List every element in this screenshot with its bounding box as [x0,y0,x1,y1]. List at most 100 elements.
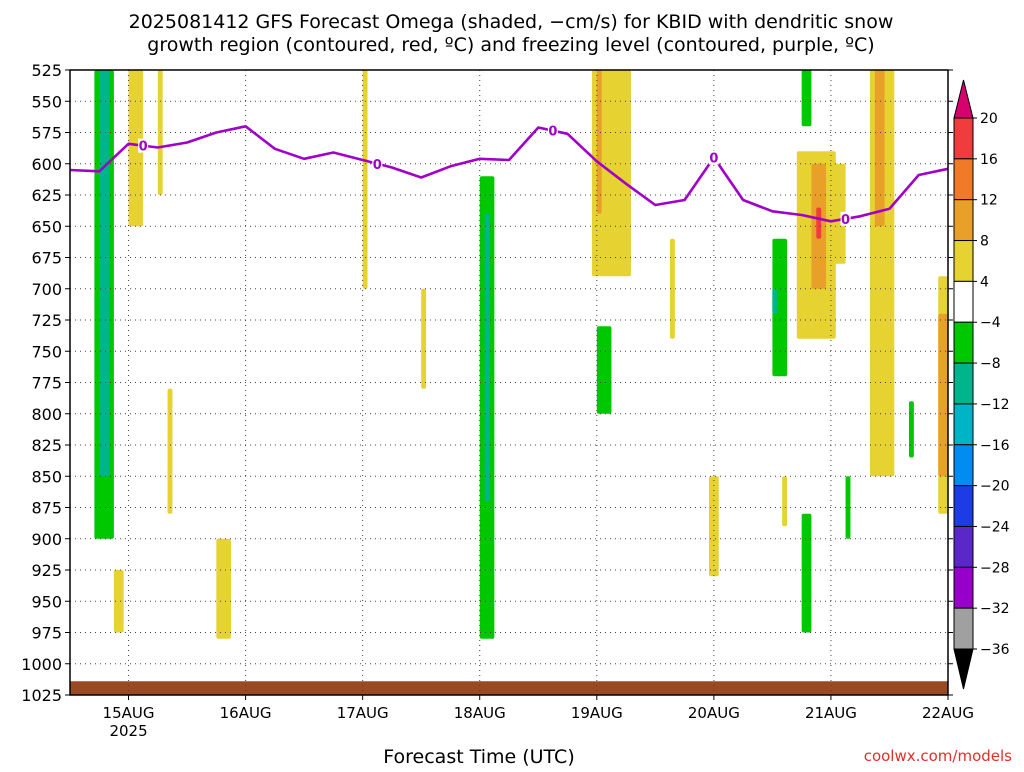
x-tick-label: 20AUG [688,704,740,722]
omega-region [421,288,427,389]
colorbar-label: −8 [980,356,1001,372]
omega-region [845,476,851,539]
omega-region [113,570,124,633]
omega-region [708,476,719,577]
colorbar-label: 20 [980,111,998,127]
y-tick-label: 925 [31,561,62,580]
y-tick-label: 900 [31,530,62,549]
freezing-label-bg [547,123,558,138]
omega-region [830,163,846,264]
colorbar-swatch [953,240,974,282]
x-axis-title: Forecast Time (UTC) [383,746,574,768]
omega-region [216,538,231,639]
y-tick-label: 800 [31,405,62,424]
colorbar-label: 8 [980,234,989,250]
colorbar-label: −4 [980,315,1001,331]
chart-title-line: growth region (contoured, red, ºC) and f… [147,34,874,56]
colorbar-label: −12 [980,397,1010,413]
x-tick-label: 21AUG [805,704,857,722]
omega-region [801,513,812,633]
y-tick-label: 975 [31,624,62,643]
freezing-level-label: 0 [373,158,382,173]
omega-region [128,70,144,227]
freezing-label-bg [840,211,851,226]
colorbar-label: −32 [980,601,1010,617]
colorbar-swatch [953,444,974,487]
colorbar-swatch [953,117,974,160]
y-tick-label: 1000 [21,655,62,674]
colorbar-label: −36 [980,642,1010,658]
x-year-label: 2025 [109,722,147,740]
x-tick-label: 18AUG [454,704,506,722]
x-tick-label: 22AUG [922,704,974,722]
colorbar-swatch [953,485,974,527]
colorbar-label: 16 [980,152,998,168]
omega-region [772,288,778,314]
omega-region [816,207,822,239]
y-tick-label: 950 [31,592,62,611]
colorbar-swatch [953,403,974,446]
credit-label: coolwx.com/models [864,747,1012,765]
omega-region [782,476,788,527]
y-tick-label: 575 [31,124,62,143]
colorbar-swatch [953,158,974,201]
colorbar-swatch [953,199,974,242]
y-tick-label: 850 [31,467,62,486]
colorbar-swatch [953,525,974,568]
freezing-level-label: 0 [709,152,718,167]
omega-region [484,213,490,502]
omega-region [772,238,788,377]
y-tick-label: 700 [31,280,62,299]
y-tick-label: 675 [31,249,62,268]
colorbar-label: −28 [980,560,1010,576]
chart-title-line: 2025081412 GFS Forecast Omega (shaded, −… [129,11,894,33]
omega-region [874,70,885,227]
y-tick-label: 775 [31,374,62,393]
colorbar-swatch [953,280,974,323]
y-tick-label: 525 [31,61,62,80]
colorbar-bottom-arrow [953,648,974,690]
y-tick-label: 825 [31,436,62,455]
omega-region [801,70,812,127]
freezing-level-label: 0 [548,125,557,140]
freezing-level-label: 0 [139,140,148,155]
omega-region [938,313,948,477]
freezing-level-line [69,125,949,223]
omega-region [908,401,914,458]
terrain-fill [70,681,948,695]
colorbar-swatch [953,362,974,405]
freezing-level-label: 0 [841,213,850,228]
colorbar-swatch [953,607,974,650]
x-tick-label: 15AUG [103,704,155,722]
colorbar-label: 4 [980,274,989,290]
colorbar-label: 12 [980,193,998,209]
omega-region [167,388,173,514]
y-tick-label: 600 [31,155,62,174]
y-tick-label: 625 [31,186,62,205]
y-tick-label: 1025 [21,686,62,705]
omega-region [99,70,110,477]
freezing-label-bg [138,138,149,153]
omega-region [362,70,368,289]
colorbar-label: −16 [980,438,1010,454]
colorbar-label: −20 [980,479,1010,495]
y-tick-label: 650 [31,217,62,236]
colorbar-label: −24 [980,519,1010,535]
freezing-label-bg [372,156,383,171]
plot-frame [69,69,949,696]
omega-region [596,326,612,414]
freezing-label-bg [708,150,719,165]
x-tick-label: 17AUG [337,704,389,722]
y-tick-label: 725 [31,311,62,330]
y-tick-label: 550 [31,92,62,111]
omega-region [596,70,602,214]
colorbar-swatch [953,321,974,364]
x-tick-label: 19AUG [571,704,623,722]
x-tick-label: 16AUG [220,704,272,722]
y-tick-label: 750 [31,342,62,361]
y-tick-label: 875 [31,499,62,518]
omega-shading [94,70,948,639]
omega-region [669,238,675,339]
